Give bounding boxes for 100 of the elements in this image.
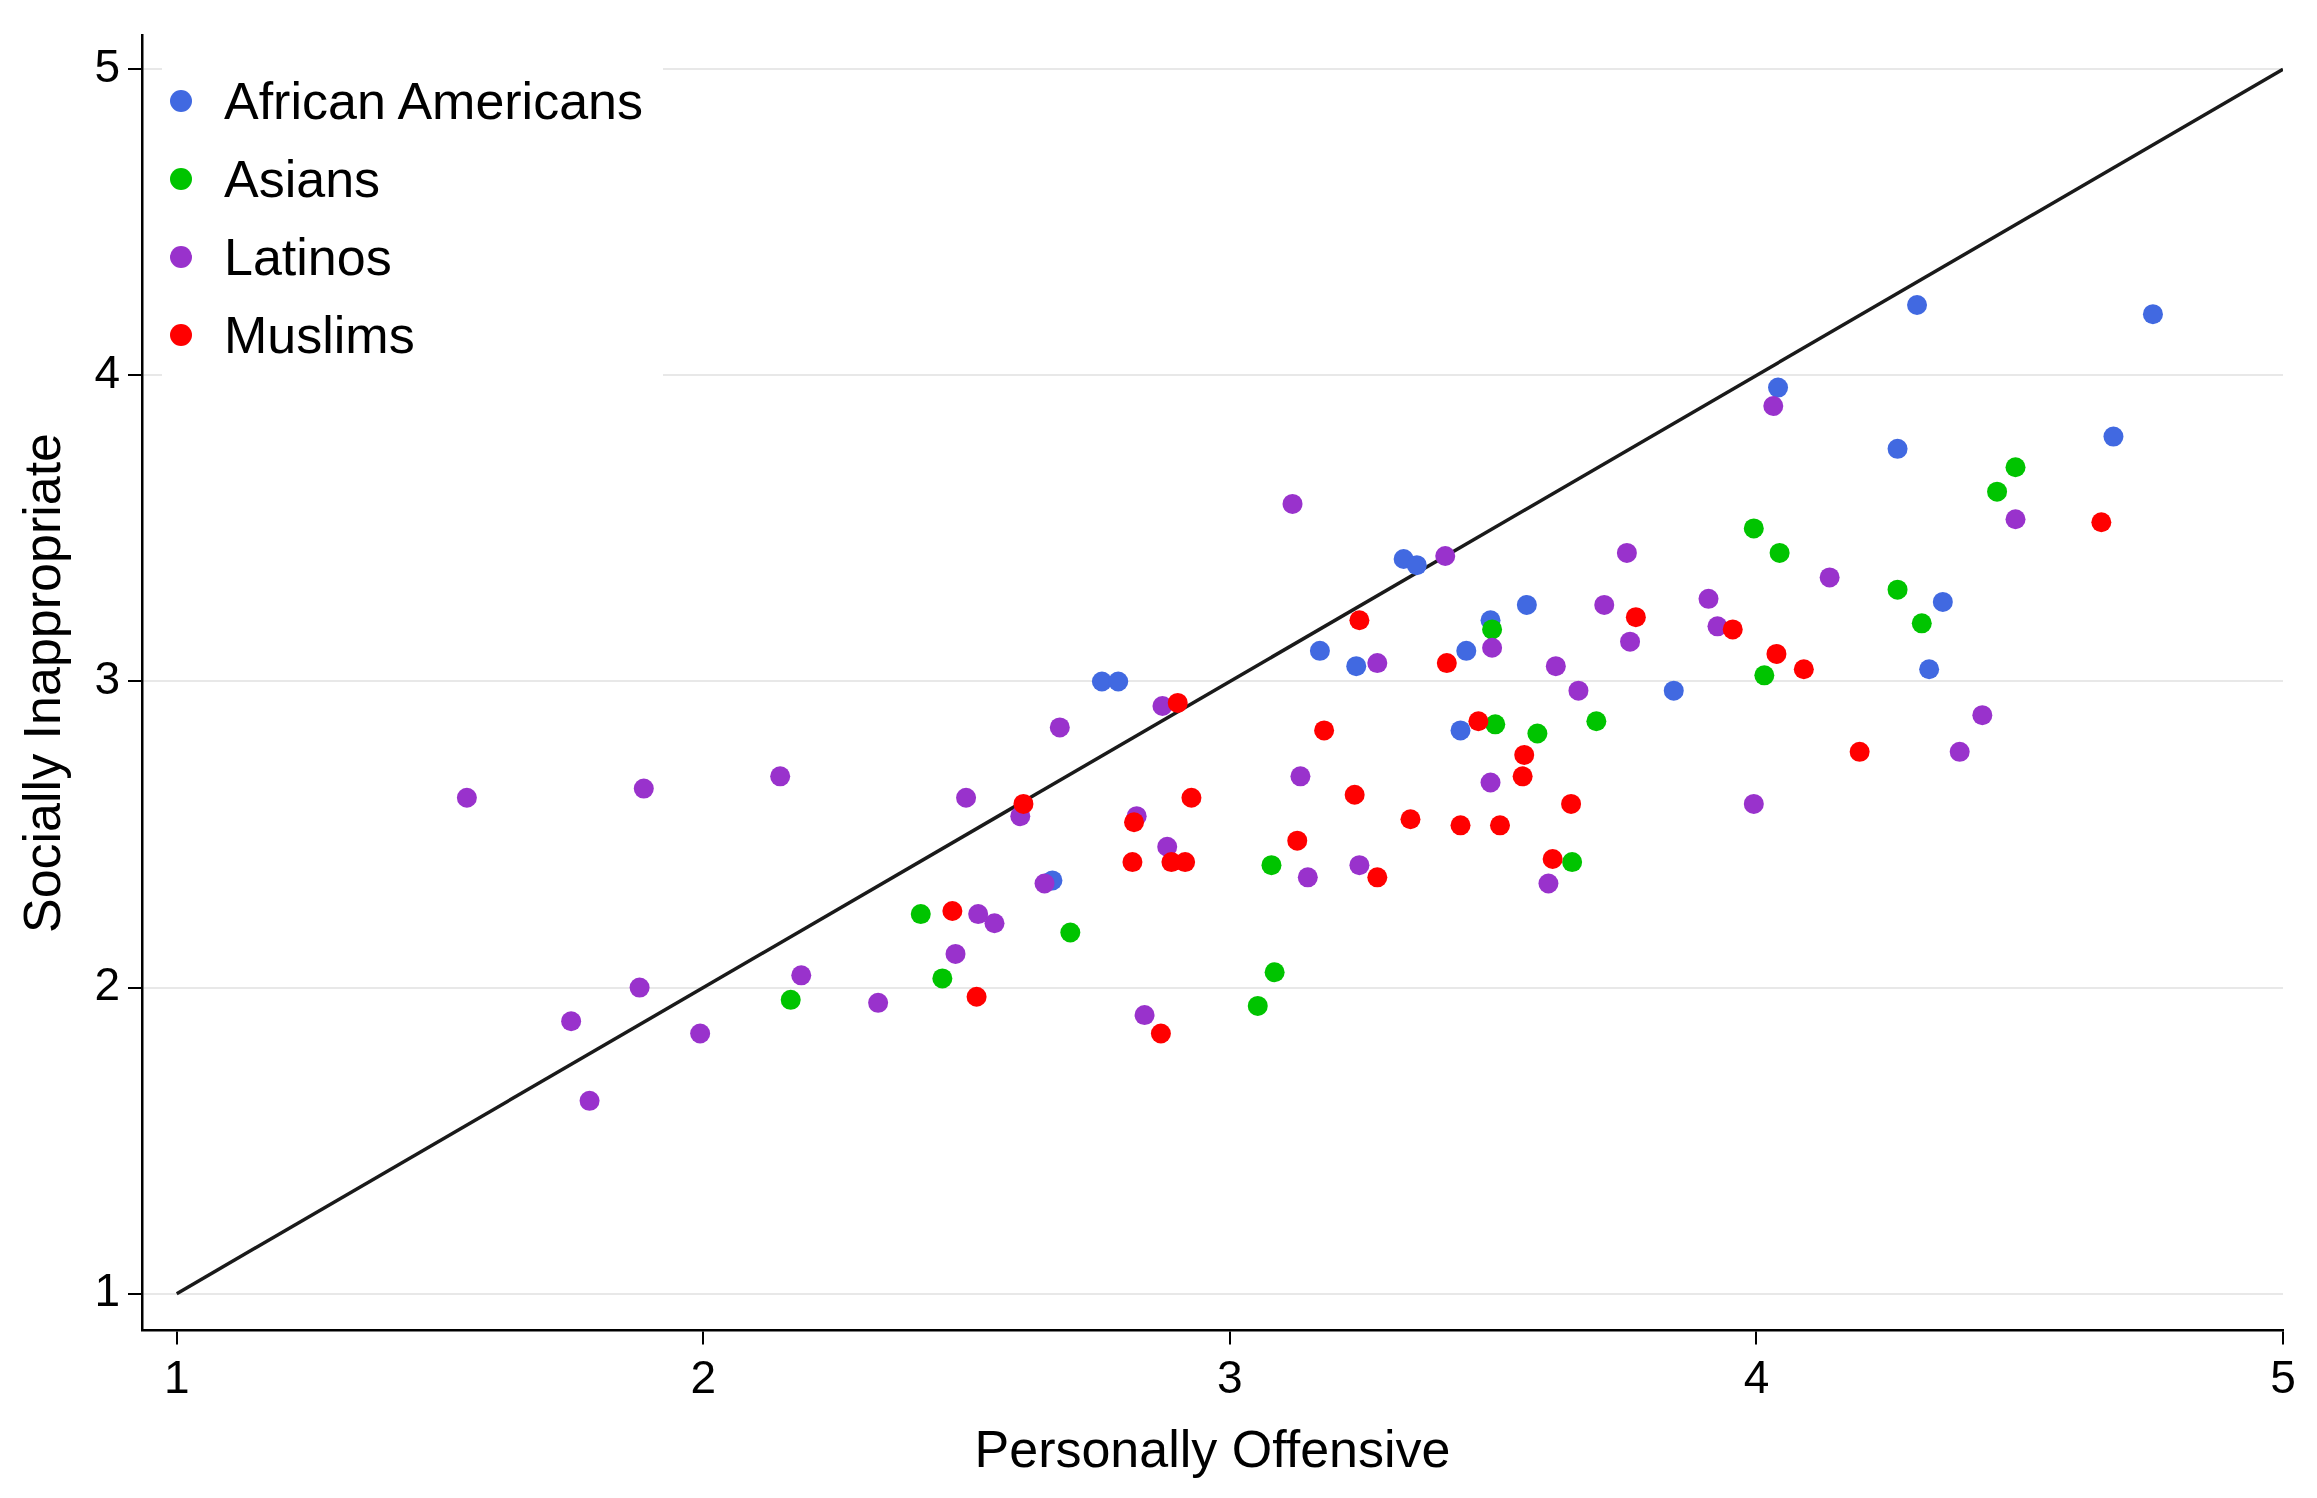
point xyxy=(1849,741,1870,762)
point xyxy=(1545,656,1566,677)
point xyxy=(1485,714,1506,735)
point xyxy=(1091,671,1112,692)
point xyxy=(579,1090,600,1111)
point xyxy=(2091,512,2112,533)
point xyxy=(1049,717,1070,738)
legend-label: Asians xyxy=(223,148,381,209)
point xyxy=(1314,720,1335,741)
x-tick-label: 1 xyxy=(163,1350,190,1403)
point xyxy=(1911,613,1932,634)
y-tick-label: 4 xyxy=(94,346,120,399)
point xyxy=(1060,922,1081,943)
point xyxy=(1616,542,1637,563)
point xyxy=(1766,643,1787,664)
point xyxy=(1450,720,1471,741)
point xyxy=(791,965,812,986)
point xyxy=(910,904,931,925)
point xyxy=(1793,659,1814,680)
point xyxy=(629,977,650,998)
point xyxy=(1620,631,1641,652)
point xyxy=(1261,855,1282,876)
point xyxy=(1435,545,1456,566)
point xyxy=(945,943,966,964)
point xyxy=(1754,665,1775,686)
point xyxy=(1456,640,1477,661)
point xyxy=(1512,766,1533,787)
y-tick-label: 5 xyxy=(94,39,120,92)
point xyxy=(1562,852,1583,873)
point xyxy=(1247,995,1268,1016)
point xyxy=(456,787,477,808)
y-axis-title: Socially Inappropriate xyxy=(12,432,71,934)
point xyxy=(1480,772,1501,793)
point xyxy=(1516,594,1537,615)
point xyxy=(1108,671,1129,692)
point xyxy=(1919,659,1940,680)
legend-label: Muslims xyxy=(223,304,415,365)
point xyxy=(1514,744,1535,765)
point xyxy=(868,992,889,1013)
legend-label: African Americans xyxy=(223,70,644,131)
point xyxy=(1344,784,1365,805)
point xyxy=(1561,793,1582,814)
point xyxy=(1538,873,1559,894)
point xyxy=(1769,542,1790,563)
point xyxy=(1167,692,1188,713)
point xyxy=(633,778,654,799)
point xyxy=(1264,962,1285,983)
point xyxy=(1122,852,1143,873)
point xyxy=(1367,653,1388,674)
point xyxy=(1150,1023,1171,1044)
point xyxy=(1450,815,1471,836)
point xyxy=(1468,711,1489,732)
point xyxy=(1349,855,1370,876)
point xyxy=(956,787,977,808)
point xyxy=(770,766,791,787)
point xyxy=(1482,637,1503,658)
point xyxy=(1972,705,1993,726)
point xyxy=(1625,607,1646,628)
point xyxy=(966,986,987,1007)
point xyxy=(1743,793,1764,814)
point xyxy=(1594,594,1615,615)
x-axis-title: Personally Offensive xyxy=(974,1420,1451,1479)
point xyxy=(1367,867,1388,888)
point xyxy=(1768,377,1789,398)
point xyxy=(690,1023,711,1044)
point xyxy=(932,968,953,989)
point xyxy=(1482,619,1503,640)
point xyxy=(1282,493,1303,514)
point xyxy=(1763,395,1784,416)
point xyxy=(1309,640,1330,661)
point xyxy=(1722,619,1743,640)
point xyxy=(1013,793,1034,814)
point xyxy=(1907,294,1928,315)
point xyxy=(1949,741,1970,762)
point xyxy=(1932,591,1953,612)
point xyxy=(1406,555,1427,576)
y-tick-label: 3 xyxy=(94,652,120,705)
point xyxy=(1181,787,1202,808)
point xyxy=(1346,656,1367,677)
y-tick-label: 2 xyxy=(94,958,120,1011)
point xyxy=(2142,304,2163,325)
point xyxy=(1568,680,1589,701)
point xyxy=(1743,518,1764,539)
point xyxy=(1034,873,1055,894)
point xyxy=(1586,711,1607,732)
point xyxy=(1819,567,1840,588)
point xyxy=(984,913,1005,934)
point xyxy=(1542,849,1563,870)
point xyxy=(1124,812,1145,833)
point xyxy=(1287,830,1308,851)
point xyxy=(1175,852,1196,873)
point xyxy=(942,901,963,922)
point xyxy=(2103,426,2124,447)
point xyxy=(1663,680,1684,701)
point xyxy=(1490,815,1510,836)
point xyxy=(1400,809,1421,830)
point xyxy=(2005,457,2026,478)
point xyxy=(968,904,989,925)
x-tick-label: 3 xyxy=(1217,1350,1243,1403)
point xyxy=(1297,867,1318,888)
